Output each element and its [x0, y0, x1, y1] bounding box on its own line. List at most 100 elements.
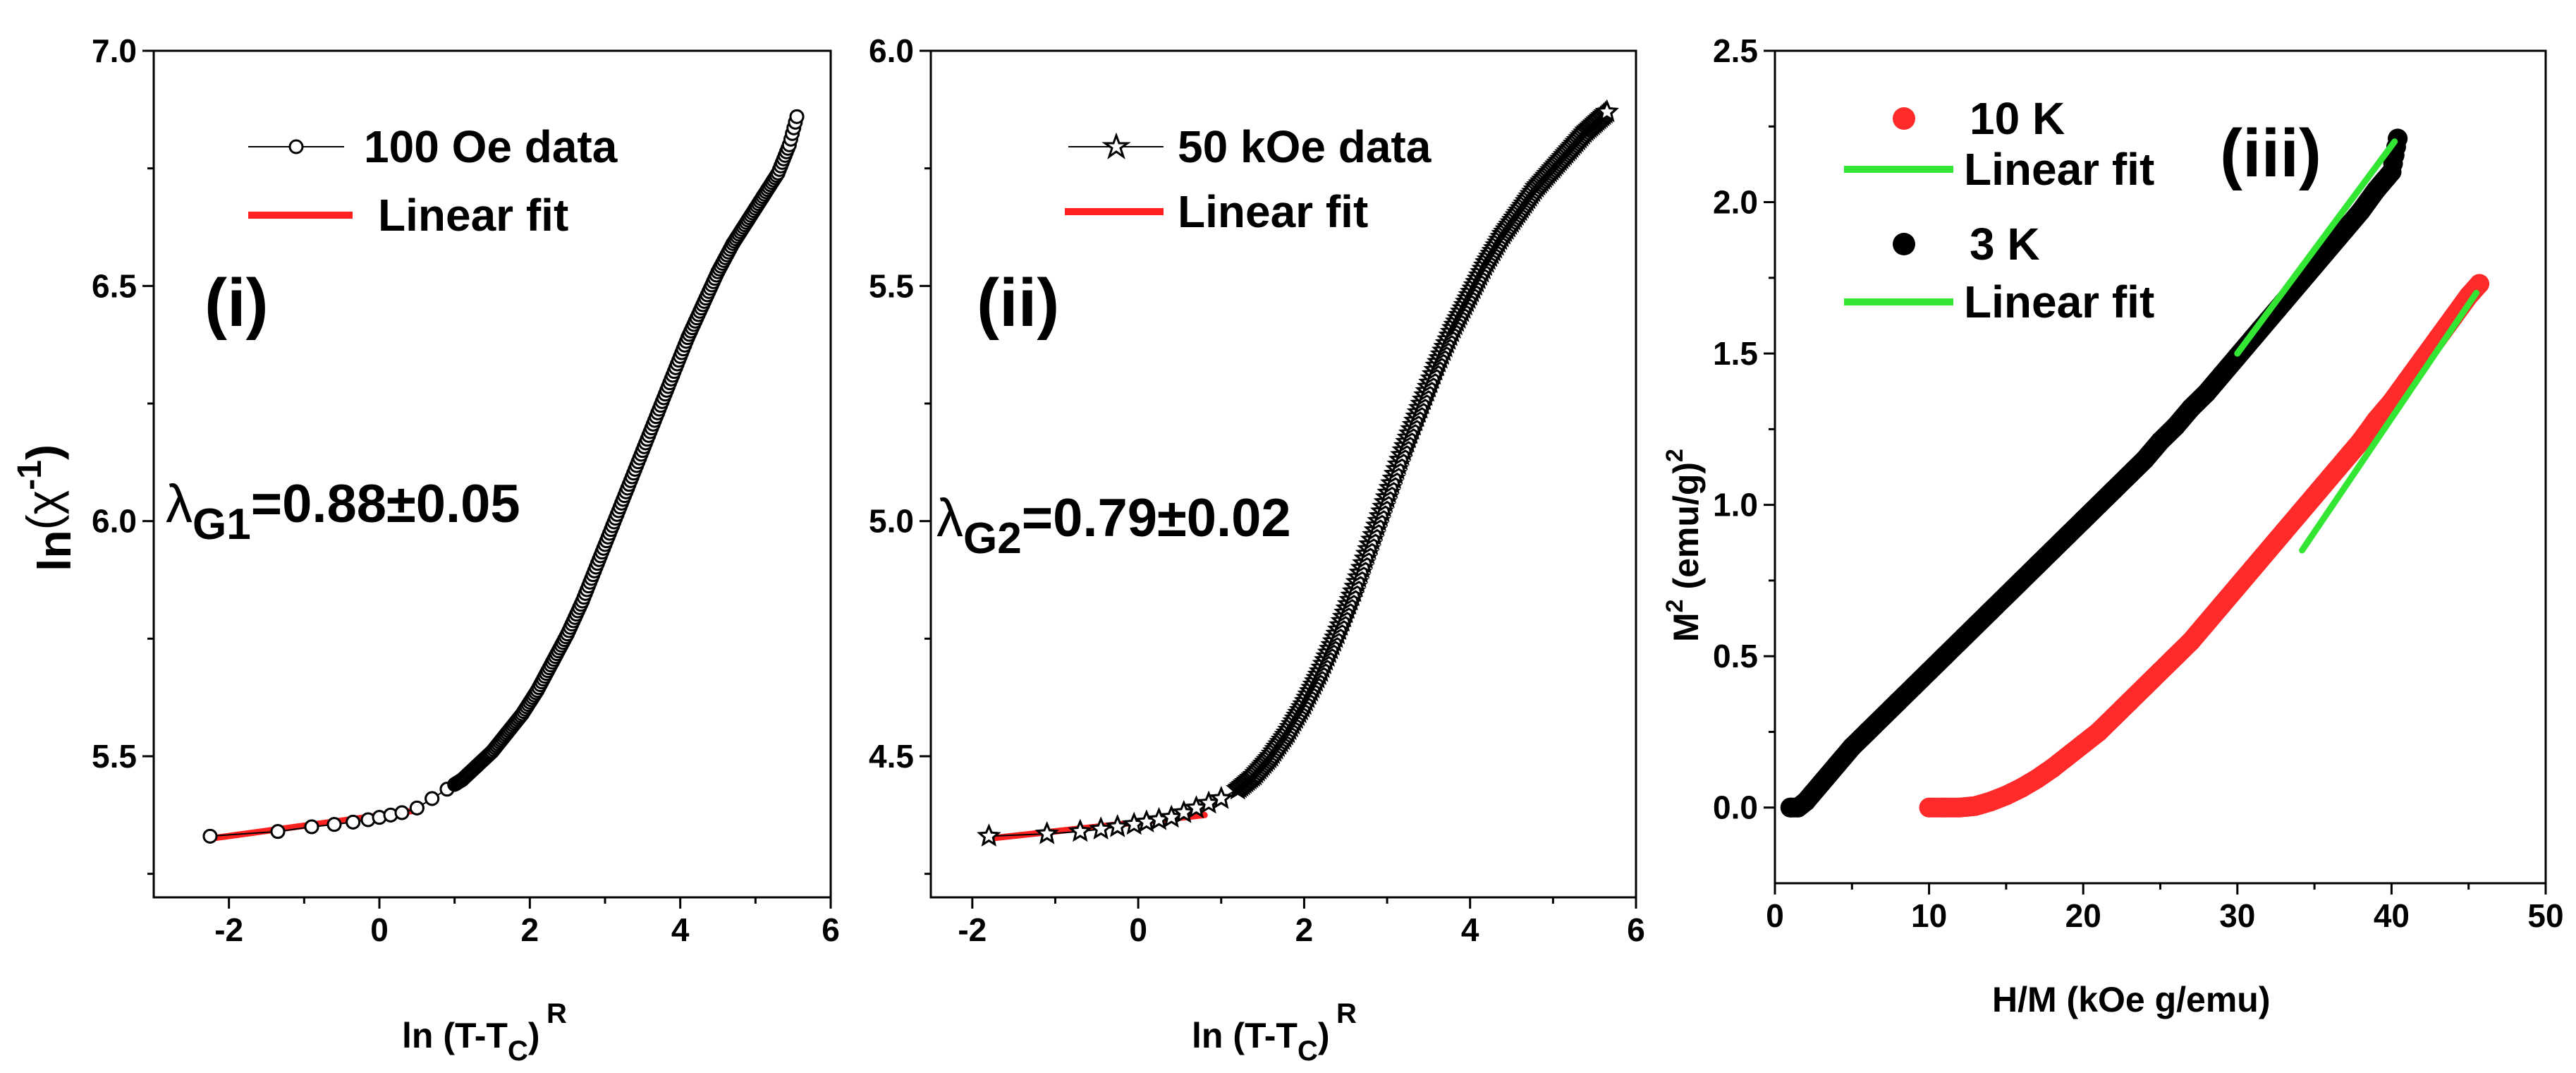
- data-point: [326, 817, 342, 832]
- lambda-symbol: λ: [166, 474, 193, 534]
- fit-line: [2234, 138, 2398, 357]
- xlabel-main: ln (T-T: [1192, 1016, 1298, 1055]
- x-tick-label: 6: [822, 911, 840, 948]
- x-tick-label: -2: [958, 911, 987, 948]
- panel-ii-legend: 50 kOe data Linear fit: [1065, 121, 1432, 237]
- x-tick-label: 40: [2374, 897, 2410, 934]
- lambda-value: =0.79±0.02: [1022, 488, 1291, 548]
- ylabel-ln: ln: [28, 530, 80, 571]
- x-tick-label: 20: [2065, 897, 2101, 934]
- x-tick-label: 0: [1766, 897, 1784, 934]
- legend-label-50-koe: 50 kOe data: [1178, 121, 1432, 172]
- data-point: [2470, 274, 2490, 294]
- xlabel-sup: R: [547, 998, 567, 1029]
- data-point: [1105, 814, 1130, 837]
- y-tick-label: 1.0: [1713, 487, 1758, 523]
- x-tick-label: 2: [1295, 911, 1314, 948]
- ylabel-chi: (χ: [17, 490, 69, 531]
- x-tick-label: 10: [1911, 897, 1947, 934]
- data-point: [977, 823, 1001, 847]
- legend-label-fit: Linear fit: [1964, 277, 2154, 327]
- y-tick-label: 7.0: [92, 32, 137, 69]
- x-tick-label: 50: [2527, 897, 2563, 934]
- legend-marker-open-star: [1101, 132, 1131, 159]
- panel-ii-data-layer: [977, 99, 1619, 847]
- xlabel-sub: C: [1298, 1036, 1318, 1067]
- data-point: [304, 819, 319, 835]
- legend-marker-red-dot: [1893, 107, 1915, 130]
- data-point: [1209, 786, 1233, 809]
- y-tick-label: 0.0: [1713, 789, 1758, 826]
- xlabel-close: ): [1318, 1016, 1330, 1055]
- panel-i-annotation: λG1=0.88±0.05: [166, 474, 520, 549]
- y-tick-label: 0.5: [1713, 638, 1758, 674]
- panel-iii: 0 10 20 30 40 50 0.0 0.5 1.0 1.5 2.0 2.5 10 K Linea…: [1661, 32, 2564, 1019]
- panel-i-frame: [152, 49, 832, 899]
- legend-label-fit: Linear fit: [1178, 186, 1368, 237]
- panel-iii-label: (iii): [2220, 116, 2321, 191]
- y-tick-label: 6.0: [869, 32, 914, 69]
- x-tick-label: 4: [671, 911, 690, 948]
- xlabel-sup: R: [1336, 998, 1357, 1029]
- data-point: [346, 814, 361, 830]
- lambda-value: =0.88±0.05: [251, 474, 520, 534]
- panel-i-label: (i): [205, 265, 269, 341]
- data-point: [1034, 821, 1059, 844]
- y-tick-label: 5.5: [869, 267, 914, 304]
- legend-label-fit: Linear fit: [1964, 144, 2154, 195]
- panel-i-ylabel: ln(χ-1): [11, 444, 80, 571]
- legend-label-fit: Linear fit: [378, 190, 568, 241]
- xlabel-close: ): [528, 1016, 540, 1055]
- panel-ii-annotation: λG2=0.79±0.02: [936, 488, 1291, 563]
- y-tick-label: 4.5: [869, 738, 914, 775]
- legend-label-3k: 3 K: [1970, 219, 2040, 269]
- panel-i-data-layer: [202, 109, 805, 844]
- panel-iii-frame: [1774, 49, 2547, 885]
- xlabel-main: ln (T-T: [402, 1016, 508, 1055]
- y-tick-label: 6.5: [92, 267, 137, 304]
- legend-label-10k: 10 K: [1970, 93, 2065, 144]
- legend-label-100-oe: 100 Oe data: [364, 121, 618, 172]
- y-tick-label: 6.0: [92, 503, 137, 540]
- y-tick-label: 2.0: [1713, 184, 1758, 221]
- panel-i: -2 0 2 4 6 5.5 6.0 6.5 7.0 100 Oe data Linear fi…: [11, 32, 840, 1067]
- x-tick-label: 0: [370, 911, 389, 948]
- y-tick-label: 5.5: [92, 738, 137, 775]
- data-point: [394, 805, 410, 820]
- x-tick-label: 6: [1627, 911, 1645, 948]
- data-point: [1089, 816, 1113, 839]
- y-tick-label: 1.5: [1713, 335, 1758, 372]
- ylabel-sup2: 2: [1661, 449, 1688, 462]
- panel-iii-data-layer: [1780, 128, 2490, 818]
- ylabel-close: ): [17, 444, 69, 460]
- panel-iii-ylabel: M2 (emu/g)2: [1661, 449, 1706, 642]
- ylabel-sup: 2: [1661, 599, 1688, 612]
- xlabel-sub: C: [508, 1036, 528, 1067]
- x-tick-label: 30: [2219, 897, 2255, 934]
- x-tick-label: -2: [214, 911, 243, 948]
- lambda-subscript: G2: [963, 514, 1022, 563]
- legend-marker-black-dot: [1893, 233, 1915, 255]
- ylabel-m: M: [1666, 612, 1706, 642]
- panel-i-ticks: -2 0 2 4 6 5.5 6.0 6.5 7.0: [92, 32, 840, 948]
- panel-iii-legend: 10 K Linear fit 3 K Linear fit: [1844, 93, 2154, 327]
- data-point: [789, 109, 805, 124]
- panel-ii-ticks: -2 0 2 4 6 4.5 5.0 5.5 6.0: [869, 32, 1645, 948]
- panel-ii: -2 0 2 4 6 4.5 5.0 5.5 6.0 50 kOe data Linear fi…: [869, 32, 1645, 1067]
- x-tick-label: 2: [521, 911, 539, 948]
- data-point: [270, 824, 286, 839]
- panel-iii-ticks: 0 10 20 30 40 50 0.0 0.5 1.0 1.5 2.0 2.5: [1713, 32, 2564, 934]
- legend-marker-open-circle: [288, 139, 304, 154]
- y-tick-label: 5.0: [869, 503, 914, 540]
- panel-iii-xlabel: H/M (kOe g/emu): [1992, 980, 2270, 1019]
- ylabel-sup: -1: [11, 460, 49, 490]
- y-tick-label: 2.5: [1713, 32, 1758, 69]
- lambda-subscript: G1: [193, 500, 251, 549]
- panel-ii-xlabel: ln (T-TC): [1192, 1016, 1330, 1067]
- x-tick-label: 0: [1129, 911, 1147, 948]
- panel-iii-fit-layer: [2234, 138, 2480, 554]
- data-point: [409, 800, 425, 816]
- panel-i-legend: 100 Oe data Linear fit: [248, 121, 618, 241]
- fit-line: [2299, 289, 2480, 554]
